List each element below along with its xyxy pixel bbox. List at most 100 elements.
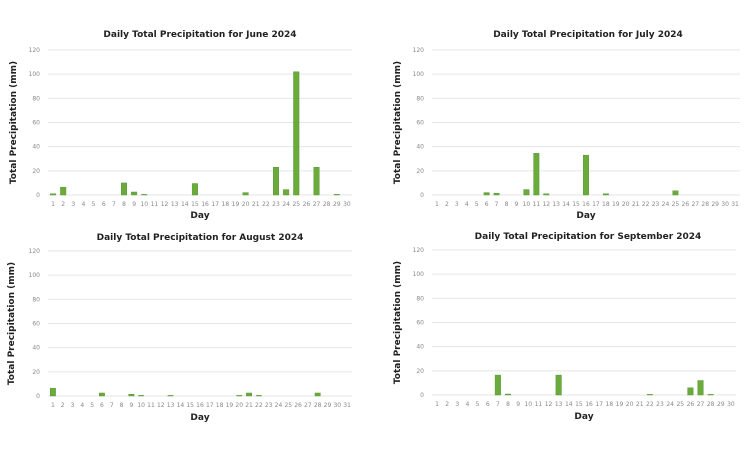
y-axis-label: Total Precipitation (mm) [7,262,17,385]
x-tick-label: 6 [102,201,106,208]
y-tick-label: 100 [29,272,41,279]
x-tick-label: 17 [206,402,214,409]
y-tick-label: 100 [413,71,425,78]
bar [493,192,500,196]
x-tick-label: 28 [314,402,322,409]
x-tick-label: 31 [343,402,351,409]
bar [687,387,694,396]
x-tick-label: 28 [707,401,715,408]
x-tick-label: 11 [151,201,159,208]
y-tick-label: 80 [32,296,40,303]
bar [293,71,300,196]
bar [191,183,198,196]
x-tick-label: 20 [626,401,634,408]
x-tick-label: 21 [245,402,253,409]
x-tick-label: 28 [323,201,331,208]
chart-panel: Daily Total Precipitation for July 2024 0… [393,30,740,221]
x-tick-label: 8 [505,201,509,208]
x-tick-label: 14 [177,402,185,409]
bar [602,193,609,196]
bar [141,194,148,196]
bar [313,167,320,196]
x-tick-label: 17 [595,401,603,408]
x-tick-label: 15 [191,201,199,208]
x-tick-label: 17 [592,201,600,208]
bar [314,392,321,397]
x-tick-label: 19 [226,402,234,409]
chart-panel: Daily Total Precipitation for June 2024 0… [9,30,352,221]
bar [707,394,714,396]
y-tick-label: 100 [29,71,41,78]
y-tick-label: 40 [416,144,424,151]
bar [672,190,679,196]
x-tick-label: 14 [181,201,189,208]
bar [505,393,511,396]
x-tick-label: 18 [222,201,230,208]
x-tick-label: 4 [80,402,84,409]
bar [533,153,540,196]
bar [242,192,249,196]
y-tick-label: 0 [420,192,424,199]
chart-title: Daily Total Precipitation for June 2024 [103,30,296,40]
bar [555,374,562,396]
x-tick-label: 9 [129,402,133,409]
x-tick-label: 16 [196,402,204,409]
x-tick-label: 30 [333,402,341,409]
x-tick-label: 23 [272,201,280,208]
x-tick-label: 10 [523,201,531,208]
x-tick-label: 8 [120,402,124,409]
x-tick-label: 11 [535,401,543,408]
bar [60,186,67,196]
x-tick-label: 5 [92,201,96,208]
x-tick-label: 5 [90,402,94,409]
x-tick-label: 1 [435,201,439,208]
x-tick-label: 24 [275,402,283,409]
x-tick-label: 2 [445,201,449,208]
x-tick-label: 12 [157,402,165,409]
y-axis-label: Total Precipitation (mm) [9,61,19,184]
x-tick-label: 28 [701,201,709,208]
x-tick-label: 30 [721,201,729,208]
x-tick-label: 23 [656,401,664,408]
x-tick-label: 22 [262,201,270,208]
y-tick-label: 0 [420,392,424,399]
x-axis-label: Day [190,211,209,221]
x-tick-label: 13 [552,201,560,208]
x-tick-label: 17 [211,201,219,208]
bar [333,194,340,196]
x-tick-label: 9 [515,201,519,208]
x-tick-label: 5 [476,401,480,408]
x-tick-label: 7 [112,201,116,208]
x-tick-label: 20 [242,201,250,208]
x-tick-label: 9 [132,201,136,208]
x-tick-label: 29 [717,401,725,408]
bar [483,192,490,196]
y-tick-label: 0 [36,192,40,199]
x-tick-label: 25 [672,201,680,208]
x-tick-label: 16 [585,401,593,408]
bar [273,167,279,196]
x-tick-label: 29 [333,201,341,208]
x-tick-label: 6 [100,402,104,409]
bar [236,395,243,397]
x-tick-label: 12 [161,201,169,208]
y-tick-label: 120 [29,248,41,255]
y-axis-label: Total Precipitation (mm) [393,261,403,384]
x-tick-label: 24 [282,201,290,208]
y-tick-label: 60 [32,120,40,127]
x-tick-label: 27 [304,402,312,409]
x-tick-label: 5 [475,201,479,208]
x-tick-label: 26 [687,401,695,408]
x-tick-label: 22 [642,201,650,208]
x-tick-label: 15 [572,201,580,208]
y-axis-label: Total Precipitation (mm) [393,61,403,184]
x-tick-label: 10 [524,401,532,408]
x-tick-label: 26 [294,402,302,409]
x-tick-label: 16 [582,201,590,208]
x-tick-label: 11 [533,201,541,208]
x-tick-label: 20 [622,201,630,208]
x-tick-label: 21 [632,201,640,208]
x-tick-label: 22 [646,401,654,408]
y-tick-label: 80 [416,95,424,102]
